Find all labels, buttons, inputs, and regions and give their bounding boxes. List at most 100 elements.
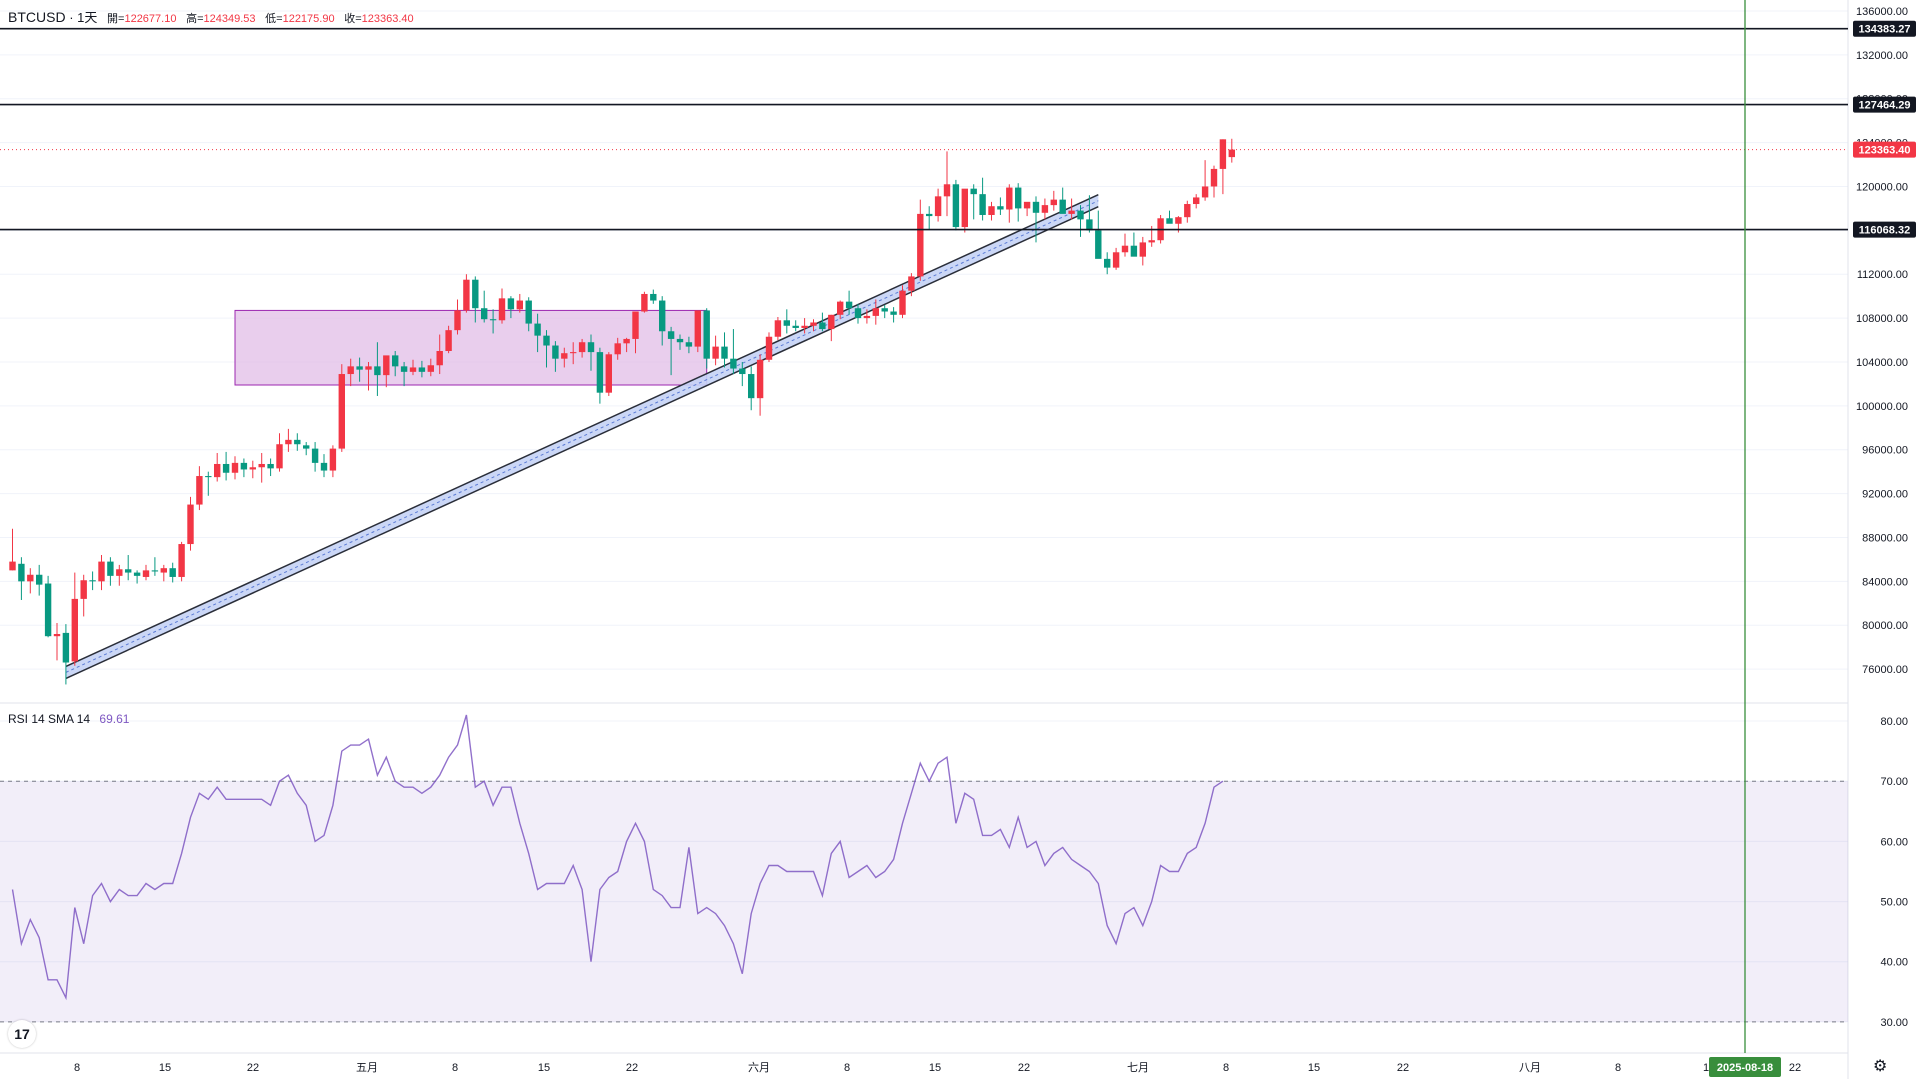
- rsi-header: RSI 14 SMA 14 69.61: [8, 712, 129, 726]
- candle: [214, 453, 221, 482]
- time-tick-label: 22: [1397, 1062, 1409, 1074]
- candle: [205, 471, 212, 496]
- candle-body: [436, 351, 443, 366]
- candle-body: [1166, 218, 1173, 224]
- time-tick-label: 22: [1018, 1062, 1030, 1074]
- candle-body: [979, 194, 986, 215]
- candle: [53, 623, 61, 661]
- price-tick-label: 132000.00: [1856, 50, 1908, 62]
- candle-body: [828, 314, 835, 330]
- candle-body: [62, 632, 70, 663]
- price-tick-label: 136000.00: [1856, 6, 1908, 18]
- candle: [107, 557, 114, 586]
- price-level-badge-label: 127464.29: [1859, 100, 1911, 112]
- price-tick-label: 100000.00: [1856, 401, 1908, 413]
- candle-body: [222, 463, 230, 473]
- candle: [614, 337, 621, 360]
- candle: [1059, 187, 1066, 214]
- candle-body: [329, 448, 337, 471]
- time-tick-label: 七月: [1127, 1061, 1149, 1074]
- candle: [837, 300, 844, 320]
- candle-body: [507, 298, 515, 310]
- candle-body: [196, 476, 203, 505]
- candle-body: [872, 308, 879, 316]
- rsi-series-line: [11, 714, 1224, 1001]
- candle-body: [116, 569, 123, 576]
- candle: [463, 274, 470, 313]
- candle: [934, 188, 942, 222]
- candle-body: [854, 308, 862, 319]
- candle: [400, 361, 408, 387]
- candle: [685, 336, 693, 354]
- rsi-tick-label: 70.00: [1880, 776, 1908, 788]
- candle-body: [1015, 187, 1022, 209]
- candle: [845, 290, 853, 315]
- tradingview-logo-icon[interactable]: 17: [8, 1020, 36, 1048]
- candle-body: [730, 358, 737, 369]
- candle-body: [739, 368, 746, 375]
- candle: [819, 312, 826, 332]
- candle: [561, 347, 568, 368]
- candle: [605, 352, 612, 396]
- candle-body: [721, 346, 728, 359]
- candle-body: [365, 366, 372, 370]
- candle-body: [258, 463, 265, 468]
- candle: [578, 338, 586, 358]
- candle-body: [36, 574, 43, 585]
- candle-body: [133, 572, 141, 576]
- candle-body: [1193, 197, 1200, 205]
- candle-body: [810, 322, 817, 326]
- rsi-line-group: [11, 714, 1224, 1001]
- symbol-name[interactable]: BTCUSD: [8, 9, 66, 25]
- candle-body: [614, 343, 621, 355]
- candle: [116, 564, 123, 586]
- time-tick-label: 15: [538, 1062, 550, 1074]
- candle-body: [311, 448, 319, 463]
- candle: [125, 555, 132, 581]
- candle: [543, 330, 550, 368]
- candle: [329, 445, 337, 478]
- gear-icon[interactable]: ⚙: [1873, 1058, 1888, 1075]
- candle-body: [552, 345, 559, 359]
- candle: [303, 442, 310, 456]
- price-level-badge-bg: [1853, 141, 1916, 158]
- candle-body: [27, 574, 34, 582]
- candle: [27, 568, 34, 594]
- candle-body: [756, 359, 764, 399]
- candle-body: [400, 366, 408, 372]
- candle: [1184, 200, 1191, 223]
- price-tick-label: 112000.00: [1857, 269, 1908, 281]
- rsi-label[interactable]: RSI 14 SMA 14: [8, 712, 91, 726]
- candle: [988, 201, 995, 221]
- candle: [1104, 252, 1111, 275]
- candle: [1112, 247, 1120, 270]
- rsi-tick-label: 80.00: [1880, 716, 1908, 728]
- candle-body: [89, 580, 96, 582]
- candle: [409, 359, 417, 376]
- candle-body: [970, 188, 977, 195]
- candle-body: [445, 330, 452, 351]
- low-label: 低=: [265, 13, 283, 25]
- candle: [1193, 194, 1200, 209]
- candle: [62, 624, 70, 685]
- rsi-tick-label: 50.00: [1880, 897, 1908, 909]
- candle-body: [1112, 252, 1120, 268]
- candle-body: [383, 355, 390, 376]
- candle-body: [44, 583, 52, 637]
- candle-body: [917, 213, 924, 277]
- candle-body: [1006, 187, 1013, 210]
- candle-body: [9, 561, 16, 571]
- price-tick-label: 96000.00: [1862, 445, 1908, 457]
- candle: [659, 296, 666, 346]
- candle-body: [845, 301, 853, 309]
- candle: [311, 442, 319, 472]
- candle-body: [1184, 204, 1191, 218]
- interval-label[interactable]: 1天: [77, 10, 98, 25]
- candle: [748, 366, 755, 411]
- candle-body: [374, 366, 381, 376]
- candles-group: [9, 138, 1235, 685]
- candle: [267, 458, 274, 477]
- candle-body: [997, 206, 1004, 210]
- price-tick-label: 104000.00: [1856, 357, 1908, 369]
